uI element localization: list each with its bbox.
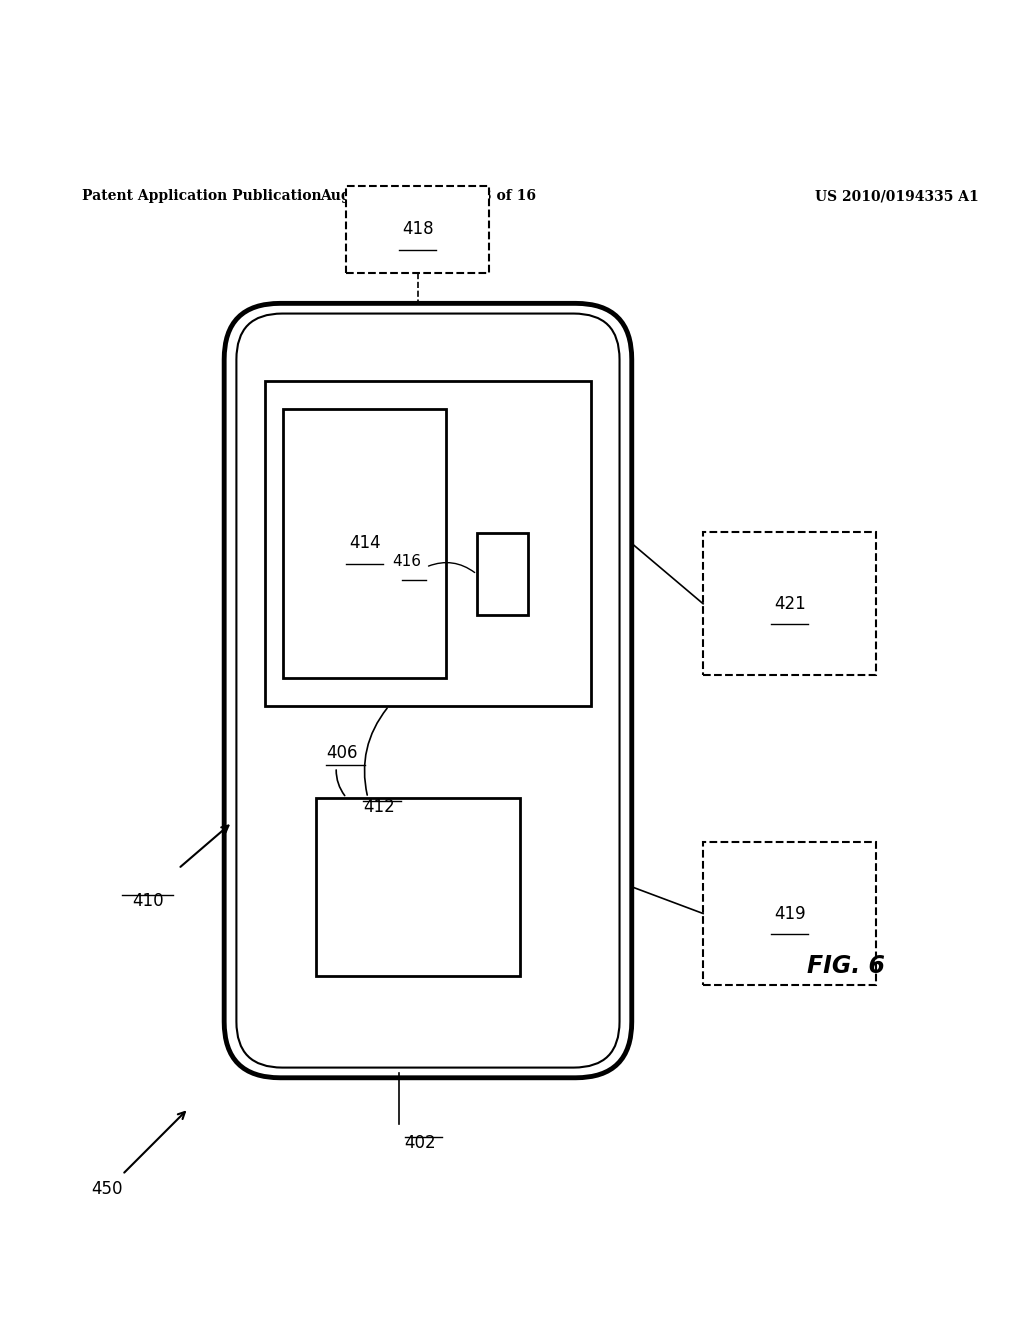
Text: Aug. 5, 2010   Sheet 3 of 16: Aug. 5, 2010 Sheet 3 of 16 <box>319 189 536 203</box>
FancyBboxPatch shape <box>224 304 632 1077</box>
Bar <box>703 842 877 985</box>
Text: 416: 416 <box>392 554 421 569</box>
Text: 412: 412 <box>362 797 394 816</box>
Bar <box>265 380 591 706</box>
Text: 450: 450 <box>91 1180 123 1197</box>
Bar <box>703 532 877 675</box>
Bar <box>346 186 489 273</box>
Bar <box>284 409 446 677</box>
Text: FIG. 6: FIG. 6 <box>807 953 885 978</box>
Text: Patent Application Publication: Patent Application Publication <box>82 189 322 203</box>
Text: 410: 410 <box>132 892 164 909</box>
Text: 419: 419 <box>774 904 806 923</box>
Bar <box>315 797 519 975</box>
Text: 406: 406 <box>326 744 357 762</box>
FancyBboxPatch shape <box>237 314 620 1068</box>
Bar <box>477 533 527 615</box>
Text: 414: 414 <box>349 535 381 553</box>
Text: 421: 421 <box>774 595 806 612</box>
Text: US 2010/0194335 A1: US 2010/0194335 A1 <box>815 189 979 203</box>
Text: 402: 402 <box>404 1134 436 1152</box>
Text: 418: 418 <box>402 220 433 239</box>
